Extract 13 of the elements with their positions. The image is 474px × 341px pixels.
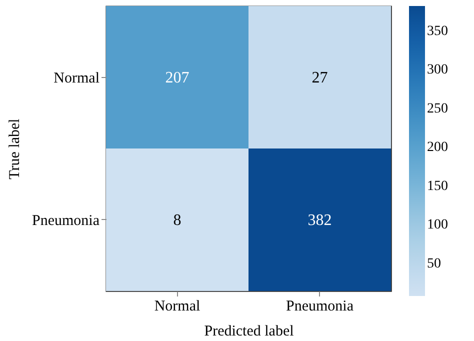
- y-axis-title: True label: [7, 118, 24, 180]
- data-label: 8: [173, 212, 182, 229]
- color-bar-label: 150: [427, 178, 448, 194]
- color-bar-label: 350: [427, 24, 448, 39]
- color-bar-label: 100: [427, 218, 448, 233]
- data-label: 207: [165, 69, 190, 86]
- color-bar-label: 200: [427, 140, 448, 156]
- color-bar-label: 300: [427, 62, 448, 78]
- color-bar-label: 50: [427, 256, 441, 272]
- data-label: 382: [308, 212, 332, 229]
- color-bar-label: 250: [427, 101, 448, 116]
- x-axis-title: Predicted label: [204, 324, 294, 340]
- data-label: 27: [312, 69, 328, 86]
